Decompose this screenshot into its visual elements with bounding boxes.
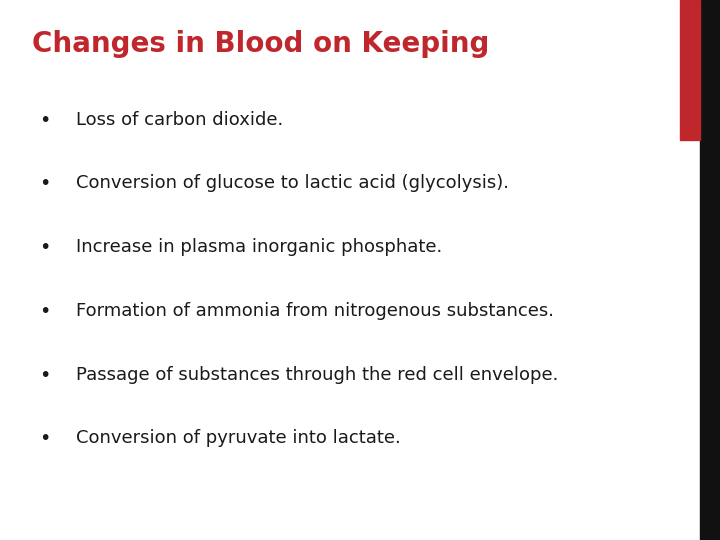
Text: •: •: [40, 429, 51, 448]
Text: Formation of ammonia from nitrogenous substances.: Formation of ammonia from nitrogenous su…: [76, 302, 554, 320]
Text: Increase in plasma inorganic phosphate.: Increase in plasma inorganic phosphate.: [76, 238, 442, 256]
Text: •: •: [40, 366, 51, 384]
Text: Loss of carbon dioxide.: Loss of carbon dioxide.: [76, 111, 283, 129]
Text: •: •: [40, 111, 51, 130]
Text: •: •: [40, 174, 51, 193]
Text: Changes in Blood on Keeping: Changes in Blood on Keeping: [32, 30, 490, 58]
Text: •: •: [40, 302, 51, 321]
Text: •: •: [40, 238, 51, 257]
Text: Passage of substances through the red cell envelope.: Passage of substances through the red ce…: [76, 366, 558, 383]
Text: Conversion of glucose to lactic acid (glycolysis).: Conversion of glucose to lactic acid (gl…: [76, 174, 508, 192]
Text: Conversion of pyruvate into lactate.: Conversion of pyruvate into lactate.: [76, 429, 400, 447]
